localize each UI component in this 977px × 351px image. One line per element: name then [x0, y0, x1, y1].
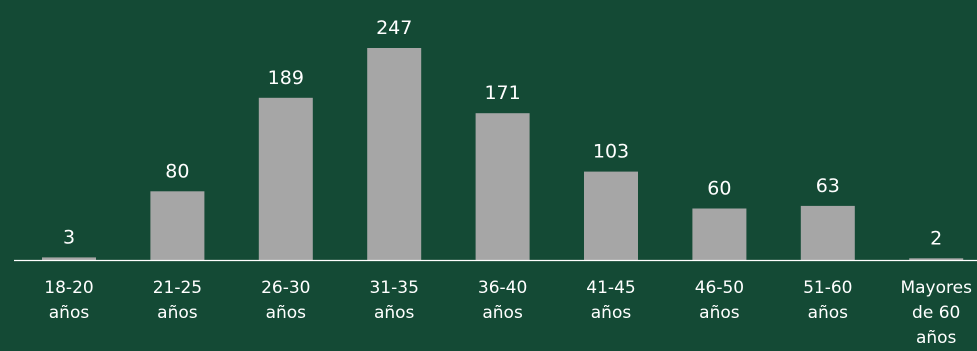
- tick-label-line: años: [374, 303, 415, 323]
- tick-label-line: años: [808, 303, 849, 323]
- data-label-5: 103: [593, 141, 629, 163]
- bar-3: [367, 48, 422, 260]
- tick-label-line: años: [591, 303, 632, 323]
- bar-4: [475, 113, 530, 260]
- bar-6: [692, 208, 747, 260]
- tick-label-line: 36-40: [478, 278, 527, 298]
- tick-label-line: Mayores: [900, 278, 972, 298]
- data-label-0: 3: [63, 226, 75, 248]
- data-label-7: 63: [816, 175, 840, 197]
- data-label-2: 189: [268, 67, 304, 89]
- bar-1: [150, 191, 205, 260]
- tick-label-0: 18-20 años: [44, 278, 93, 323]
- data-label-6: 60: [707, 178, 731, 200]
- bar-2: [258, 97, 313, 260]
- tick-label-2: 26-30 años: [261, 278, 310, 323]
- tick-label-line: 46-50: [695, 278, 744, 298]
- tick-label-line: de 60: [912, 303, 960, 323]
- tick-label-7: 51-60 años: [803, 278, 852, 323]
- data-label-4: 171: [484, 82, 520, 104]
- tick-label-line: 26-30: [261, 278, 310, 298]
- value-labels-group: 3 80 189 247 171 103 60 63 2: [63, 17, 942, 249]
- bar-8: [909, 258, 964, 260]
- tick-label-1: 21-25 años: [153, 278, 202, 323]
- tick-label-line: años: [157, 303, 198, 323]
- tick-label-4: 36-40 años: [478, 278, 527, 323]
- tick-label-line: 51-60: [803, 278, 852, 298]
- bars-group: [42, 48, 964, 260]
- data-label-1: 80: [165, 160, 189, 182]
- data-label-3: 247: [376, 17, 412, 39]
- tick-label-line: años: [49, 303, 90, 323]
- tick-label-line: años: [482, 303, 523, 323]
- tick-label-5: 41-45 años: [586, 278, 635, 323]
- data-label-8: 2: [930, 227, 942, 249]
- tick-label-line: 31-35: [369, 278, 418, 298]
- tick-label-line: 21-25: [153, 278, 202, 298]
- tick-label-line: 18-20: [44, 278, 93, 298]
- tick-label-line: 41-45: [586, 278, 635, 298]
- bar-7: [800, 205, 855, 260]
- bar-5: [584, 171, 638, 260]
- tick-label-line: años: [699, 303, 740, 323]
- tick-label-line: años: [266, 303, 307, 323]
- tick-label-line: años: [916, 328, 957, 348]
- tick-label-6: 46-50 años: [695, 278, 744, 323]
- tick-label-8: Mayores de 60 años: [900, 278, 972, 348]
- tick-label-3: 31-35 años: [369, 278, 418, 323]
- bar-0: [42, 257, 96, 260]
